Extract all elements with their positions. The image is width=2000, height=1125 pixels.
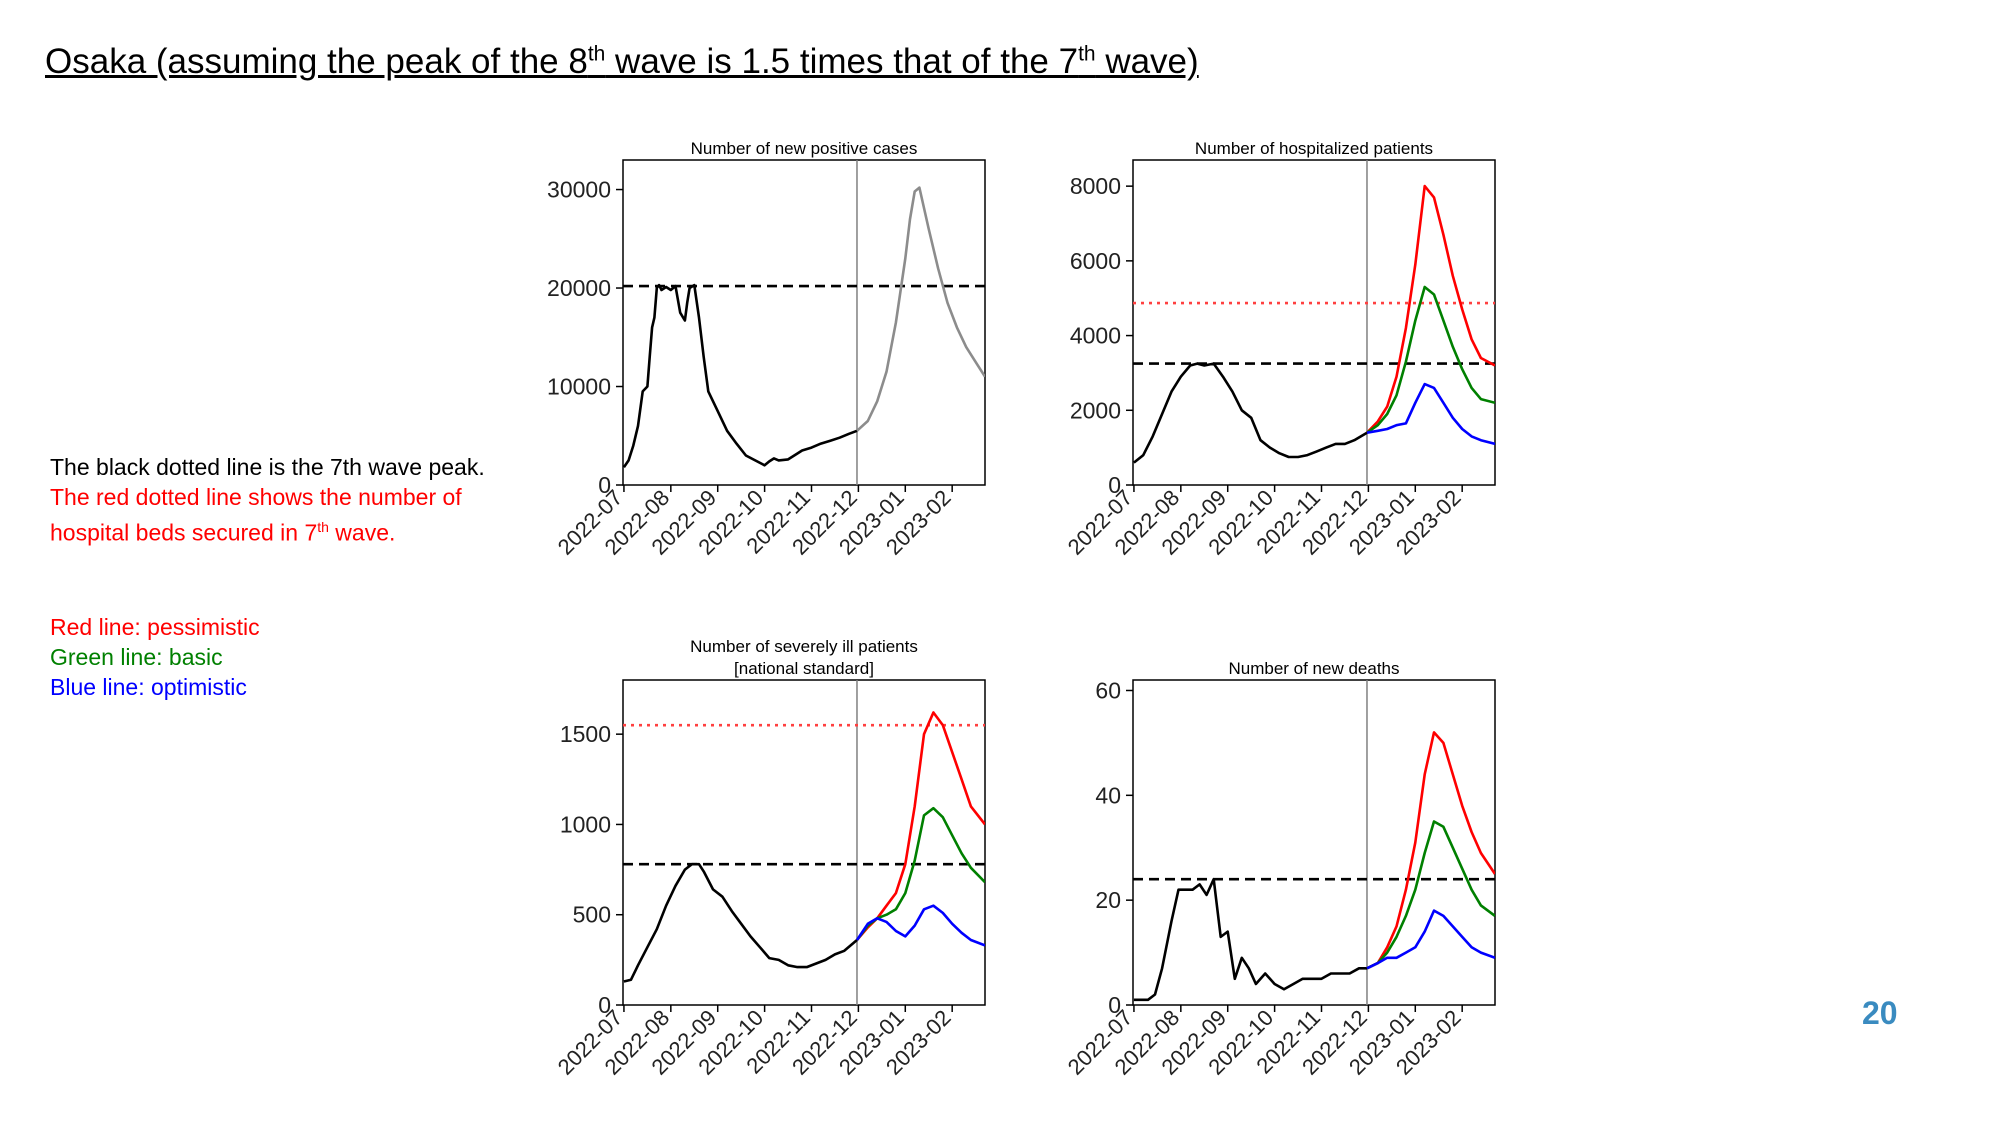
series-line-pessimistic [856,711,985,941]
note-black-line: The black dotted line is the 7th wave pe… [50,454,485,480]
chart-hospitalized-patients: Number of hospitalized patients 0 2000 4000… [1063,139,1496,560]
chart-severely-ill-patients: Number of severely ill patients [national… [553,637,986,1080]
y-tick-label: 20 [1095,887,1121,913]
title-text-1: Osaka (assuming the peak of the 8 [45,42,588,81]
title-sup-1: th [587,42,606,66]
title-sup-2: th [1078,42,1096,66]
y-tick-label: 40 [1095,782,1121,808]
series-line-actual [623,283,858,469]
legend-optimistic: Blue line: optimistic [50,674,247,700]
chart-title: [national standard] [734,659,874,678]
note-red-line-2: hospital beds secured in 7th wave. [50,512,395,548]
plot-frame [1132,159,1496,486]
chart-title: Number of new deaths [1228,659,1399,678]
y-tick-label: 0 [598,992,611,1018]
page-number: 20 [1862,995,1898,1031]
y-tick-label: 0 [1108,992,1121,1018]
title-text-2: wave is 1.5 times that of the 7 [605,42,1079,81]
chart-title: Number of new positive cases [691,139,918,158]
series-line-actual [1133,877,1367,1002]
y-tick-label: 8000 [1070,173,1121,199]
y-tick-label: 10000 [547,374,611,400]
chart-new-positive-cases: Number of new positive cases 0 10000 20000 3… [547,139,986,560]
series-line-optimistic [1366,382,1495,446]
slide-title: Osaka (assuming the peak of the 8th wave… [45,42,1199,82]
series-line-projection [856,186,985,432]
y-tick-label: 6000 [1070,248,1121,274]
chart-title: Number of severely ill patients [690,637,918,656]
plot-frame [1132,679,1496,1006]
y-tick-label: 1000 [560,811,611,837]
title-text-3: wave) [1095,42,1199,81]
note-red-line-2-text: hospital beds secured in 7 [50,519,318,546]
series-line-actual [623,862,858,983]
note-red-line-2-sup: th [317,519,329,535]
series-line-optimistic [855,904,985,947]
chart-title: Number of hospitalized patients [1195,139,1433,158]
note-red-line-2-end: wave. [328,519,396,546]
series-line-optimistic [1366,909,1495,970]
series-line-basic [1366,820,1495,970]
y-tick-label: 4000 [1070,323,1121,349]
y-tick-label: 0 [598,472,611,498]
y-tick-label: 20000 [547,275,611,301]
y-tick-label: 500 [573,902,611,928]
y-tick-label: 60 [1095,677,1121,703]
y-tick-label: 0 [1108,472,1121,498]
series-line-pessimistic [1366,184,1495,434]
y-tick-label: 1500 [560,721,611,747]
y-tick-label: 2000 [1070,397,1121,423]
series-line-actual [1133,362,1368,464]
chart-new-deaths: Number of new deaths02040602022-072022-0… [1063,659,1496,1080]
series-line-basic [1366,285,1495,434]
plot-frame [622,159,986,486]
plot-frame [622,679,986,1006]
legend-pessimistic: Red line: pessimistic [50,614,260,640]
y-tick-label: 30000 [547,177,611,203]
legend-basic: Green line: basic [50,644,223,670]
series-line-pessimistic [1366,731,1495,970]
note-red-line-1: The red dotted line shows the number of [50,484,462,510]
